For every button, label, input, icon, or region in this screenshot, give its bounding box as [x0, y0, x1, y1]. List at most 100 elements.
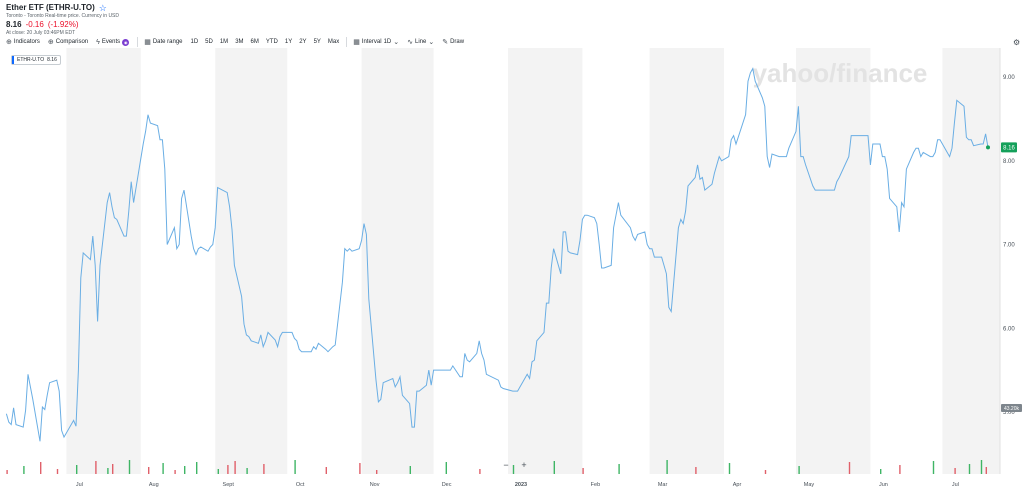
chevron-down-icon: ⌄ — [428, 39, 435, 46]
volume-bar — [479, 469, 481, 474]
volume-bar — [409, 466, 411, 474]
zoom-controls: − + — [500, 460, 530, 470]
pencil-icon: ✎ — [442, 39, 449, 46]
price-chart[interactable]: yahoo/finance 9.00 8.00 7.00 6.00 5.00 Jul Aug S… — [0, 48, 1024, 494]
y-tick-label: 8.00 — [1003, 159, 1015, 165]
volume-bar — [23, 466, 25, 474]
range-max-button[interactable]: Max — [327, 39, 340, 45]
range-3m-button[interactable]: 3M — [235, 39, 244, 45]
volume-bar — [359, 463, 361, 474]
range-1m-button[interactable]: 1M — [219, 39, 229, 45]
indicators-button[interactable]: ⊕ Indicators — [6, 38, 40, 46]
x-tick-label: Feb — [591, 482, 600, 488]
range-5y-button[interactable]: 5Y — [313, 39, 321, 45]
last-point-marker — [986, 145, 990, 150]
last-price-tag — [1001, 142, 1017, 153]
volume-bar — [932, 461, 935, 474]
volume-bar — [445, 462, 447, 474]
page-title: Ether ETF (ETHR-U.TO) — [6, 3, 95, 12]
volume-bar — [728, 463, 731, 474]
volume-bar — [376, 470, 378, 474]
x-tick-label: May — [804, 482, 815, 488]
series-legend[interactable]: ETHR-U.TO 8.16 — [11, 55, 61, 65]
interval-value: 1D — [383, 39, 392, 45]
legend-symbol: ETHR-U.TO — [17, 57, 45, 63]
volume-bar — [848, 462, 851, 474]
volume-bar — [695, 467, 697, 474]
range-1d-button[interactable]: 1D — [190, 39, 199, 45]
volume-bar — [40, 462, 42, 474]
toolbar-divider — [137, 37, 139, 47]
x-tick-label: Jun — [879, 482, 888, 488]
volume-bar — [174, 470, 176, 474]
x-tick-label: Nov — [370, 482, 380, 488]
x-tick-label: Jul — [952, 482, 959, 488]
star-icon[interactable]: ☆ — [98, 2, 107, 13]
comparison-button[interactable]: ⊕ Comparison — [48, 38, 88, 46]
range-5d-button[interactable]: 5D — [205, 39, 213, 45]
volume-bar — [76, 465, 78, 474]
date-range-button[interactable]: ▦ Date range — [144, 38, 182, 46]
calendar-icon: ▦ — [353, 39, 360, 46]
volume-bar — [246, 468, 248, 474]
date-range-label: Date range — [152, 39, 183, 45]
x-tick-label: Dec — [442, 482, 452, 488]
x-tick-label: Sept — [223, 482, 235, 488]
volume-bar — [968, 464, 971, 474]
volume-bar — [128, 460, 131, 474]
range-ytd-button[interactable]: YTD — [265, 39, 278, 45]
volume-bar — [95, 461, 97, 474]
volume-bar — [196, 462, 198, 474]
range-6m-button[interactable]: 6M — [250, 39, 259, 45]
month-band — [796, 48, 871, 474]
zoom-in-icon[interactable]: + — [521, 460, 527, 470]
line-chart-icon: ∿ — [407, 39, 413, 46]
price-line — [5, 67, 989, 442]
range-1y-button[interactable]: 1Y — [284, 39, 293, 45]
last-price-label: 8.16 — [1003, 145, 1015, 151]
x-tick-label: 2023 — [515, 482, 527, 488]
month-band — [361, 48, 434, 474]
price-change: -0.16 — [25, 20, 44, 29]
draw-button[interactable]: ✎ Draw — [442, 38, 464, 46]
legend-value: 8.16 — [47, 57, 57, 63]
indicators-label: Indicators — [13, 39, 40, 45]
chart-type-dropdown[interactable]: ∿ Line ⌄ — [407, 38, 434, 46]
x-tick-label: Oct — [296, 482, 305, 488]
gear-icon[interactable]: ⚙ — [1013, 38, 1021, 47]
y-tick-label: 7.00 — [1003, 243, 1015, 249]
series-color-swatch — [12, 56, 14, 64]
volume-bar — [666, 460, 668, 474]
events-badge-icon: ◉ — [122, 38, 130, 46]
volume-bar — [325, 467, 327, 474]
x-tick-label: Mar — [658, 482, 668, 488]
price-change-percent: (-1.92%) — [47, 20, 79, 29]
volume-bar — [112, 464, 114, 474]
y-tick-label: 5.00 — [1003, 410, 1015, 416]
comparison-label: Comparison — [55, 39, 89, 45]
month-band — [508, 48, 583, 474]
interval-dropdown[interactable]: ▦ Interval 1D ⌄ — [353, 38, 399, 46]
volume-bar — [764, 470, 767, 474]
volume-bar — [512, 465, 515, 474]
events-label: Events — [101, 39, 121, 45]
volume-bar — [162, 463, 164, 474]
volume-tag — [1001, 404, 1022, 412]
volume-bar — [234, 461, 236, 474]
draw-label: Draw — [450, 39, 465, 45]
x-tick-label: Apr — [733, 482, 742, 488]
range-2y-button[interactable]: 2Y — [299, 39, 307, 45]
volume-bar — [148, 467, 150, 474]
volume-bar — [294, 460, 296, 474]
chart-toolbar: ⊕ Indicators ⊕ Comparison ϟ Events ◉ ▦ D… — [6, 36, 472, 48]
zoom-out-icon[interactable]: − — [503, 460, 509, 470]
exchange-info: Toronto - Toronto Real-time price. Curre… — [6, 13, 120, 19]
volume-bar — [798, 466, 800, 474]
x-tick-label: Jul — [76, 482, 83, 488]
volume-label: 43.20k — [1004, 406, 1020, 412]
y-tick-label: 6.00 — [1003, 326, 1015, 332]
last-price: 8.16 — [6, 20, 22, 29]
events-button[interactable]: ϟ Events ◉ — [96, 38, 130, 46]
calendar-icon: ▦ — [144, 39, 151, 46]
volume-bar — [6, 470, 8, 474]
